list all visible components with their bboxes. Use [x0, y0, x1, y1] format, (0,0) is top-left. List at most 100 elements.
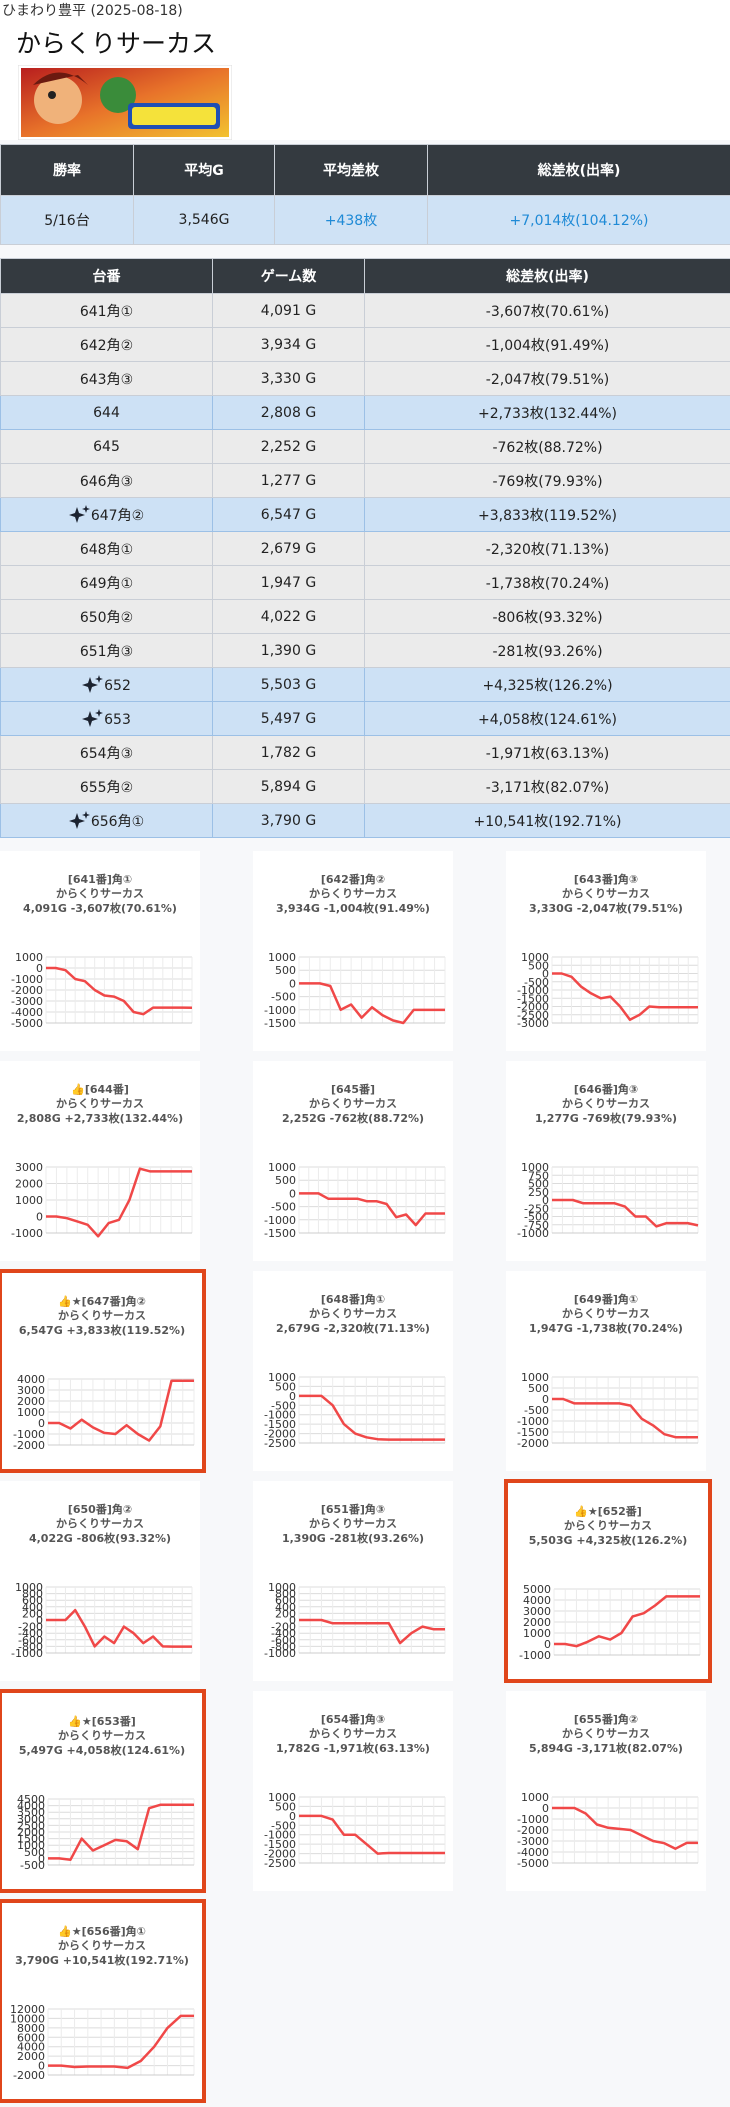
y-tick-label: 4000	[17, 1373, 45, 1386]
y-tick-label: 0	[36, 962, 43, 975]
y-tick-label: 4500	[17, 1793, 45, 1806]
chart-card: [645番] からくりサーカス 2,252G -762枚(88.72%) 1000 50…	[253, 1061, 453, 1261]
table-row: 652 5,503 G +4,325枚(126.2%)	[0, 667, 730, 702]
chart-caption: 2,252G -762枚(88.72%)	[282, 1111, 424, 1125]
chart-caption: 5,497G +4,058枚(124.61%)	[19, 1743, 185, 1757]
table-cell: 5,503 G	[212, 667, 365, 702]
chart-title: [655番]角②	[574, 1712, 638, 1726]
table-cell: 654角③	[0, 735, 213, 770]
cell-text: 648角①	[79, 541, 134, 558]
chart-subtitle: からくりサーカス	[309, 1727, 397, 1740]
y-tick-label: 3000	[15, 1161, 43, 1174]
y-tick-label: -2000	[517, 1824, 549, 1837]
chart-caption: 5,894G -3,171枚(82.07%)	[529, 1741, 683, 1755]
y-tick-label: 0	[542, 1802, 549, 1815]
chart-caption: 3,790G +10,541枚(192.71%)	[15, 1953, 189, 1967]
cell-text: 1,782 G	[260, 744, 317, 761]
y-tick-label: -1500	[264, 1418, 296, 1431]
chart-caption: 1,390G -281枚(93.26%)	[282, 1531, 424, 1545]
y-tick-label: -2000	[13, 1439, 45, 1452]
cell-text: 644	[93, 404, 120, 421]
shop-name: ひまわり豊平 (2025-08-18)	[2, 3, 183, 19]
cell-text: 642角②	[79, 337, 134, 354]
chart-title: 👍★[656番]角①	[58, 1924, 146, 1938]
chart-title: [641番]角①	[68, 872, 132, 886]
table-cell: +4,058枚(124.61%)	[364, 701, 730, 736]
chart-caption: 1,277G -769枚(79.93%)	[535, 1111, 677, 1125]
cell-text: 3,790 G	[260, 812, 317, 829]
table-cell: -2,320枚(71.13%)	[364, 531, 730, 566]
data-line	[552, 972, 698, 1021]
chart-grid: [641番]角① からくりサーカス 4,091G -3,607枚(70.61%) 10…	[0, 845, 730, 2107]
table-cell: 2,808 G	[212, 395, 365, 430]
table-cell: 5,497 G	[212, 701, 365, 736]
y-tick-label: 1000	[268, 1581, 296, 1594]
y-tick-label: -1500	[264, 1017, 296, 1030]
y-tick-label: -200	[271, 1621, 296, 1634]
sparkle	[81, 504, 90, 513]
cell-text: 6,547 G	[260, 506, 317, 523]
data-line	[299, 1618, 445, 1645]
table-cell: 4,091 G	[212, 293, 365, 328]
table-cell: -3,171枚(82.07%)	[364, 769, 730, 804]
table-cell: 656角①	[0, 803, 213, 838]
y-tick-label: -1000	[264, 1647, 296, 1660]
chart-card: [641番]角① からくりサーカス 4,091G -3,607枚(70.61%) 10…	[0, 851, 200, 1051]
sparkle	[82, 711, 99, 727]
table-row: 655角② 5,894 G -3,171枚(82.07%)	[0, 769, 730, 804]
y-tick-label: -2500	[264, 1437, 296, 1450]
y-tick-label: 500	[275, 1174, 296, 1187]
data-line	[46, 1167, 192, 1238]
y-tick-label: -500	[271, 1819, 296, 1832]
data-line	[299, 982, 445, 1025]
cell-text: 649角①	[79, 575, 134, 592]
y-tick-label: 1000	[268, 1371, 296, 1384]
sparkle-icon	[68, 504, 90, 523]
chart-title: [648番]角①	[321, 1292, 385, 1306]
y-tick-label: -4000	[11, 1006, 43, 1019]
table-row: 647角② 6,547 G +3,833枚(119.52%)	[0, 497, 730, 532]
y-tick-label: -600	[271, 1634, 296, 1647]
y-tick-label: 1000	[521, 1161, 549, 1174]
cell-text: -1,004枚(91.49%)	[485, 337, 610, 354]
table-cell: 650角②	[0, 599, 213, 634]
chart-subtitle: からくりサーカス	[309, 887, 397, 900]
summary-header: 総差枚(出率)	[427, 144, 730, 196]
y-tick-label: -1000	[519, 1649, 551, 1662]
table-cell: 649角①	[0, 565, 213, 600]
data-line	[299, 1192, 445, 1227]
table-cell: 642角②	[0, 327, 213, 362]
chart-card: [654番]角③ からくりサーカス 1,782G -1,971枚(63.13%) 10…	[253, 1691, 453, 1891]
y-tick-label: -1500	[517, 992, 549, 1005]
y-tick-label: -2000	[264, 1848, 296, 1861]
y-tick-label: 1000	[521, 1791, 549, 1804]
y-tick-label: 500	[528, 1382, 549, 1395]
y-tick-label: 1000	[268, 1161, 296, 1174]
table-cell: 1,782 G	[212, 735, 365, 770]
cell-text: 655角②	[79, 779, 134, 796]
data-line	[552, 1806, 698, 1850]
y-tick-label: 5000	[523, 1583, 551, 1596]
chart-card: [646番]角③ からくりサーカス 1,277G -769枚(79.93%) 1000…	[506, 1061, 706, 1261]
table-cell: -806枚(93.32%)	[364, 599, 730, 634]
y-tick-label: 1000	[17, 1839, 45, 1852]
cell-text: -1,738枚(70.24%)	[485, 575, 610, 592]
table-row: 656角① 3,790 G +10,541枚(192.71%)	[0, 803, 730, 838]
data-line	[299, 1394, 445, 1441]
chart-subtitle: からくりサーカス	[56, 1517, 144, 1530]
sparkle-icon	[82, 675, 104, 693]
y-tick-label: 0	[542, 1393, 549, 1406]
y-tick-label: 2000	[523, 1616, 551, 1629]
table-cell: 4,022 G	[212, 599, 365, 634]
y-tick-label: -500	[20, 1859, 45, 1872]
table-row: 649角① 1,947 G -1,738枚(70.24%)	[0, 565, 730, 600]
y-tick-label: -500	[524, 1211, 549, 1224]
chart-card: 👍★[647番]角② からくりサーカス 6,547G +3,833枚(119.52%…	[0, 1269, 206, 1473]
table-cell: 653	[0, 701, 213, 736]
